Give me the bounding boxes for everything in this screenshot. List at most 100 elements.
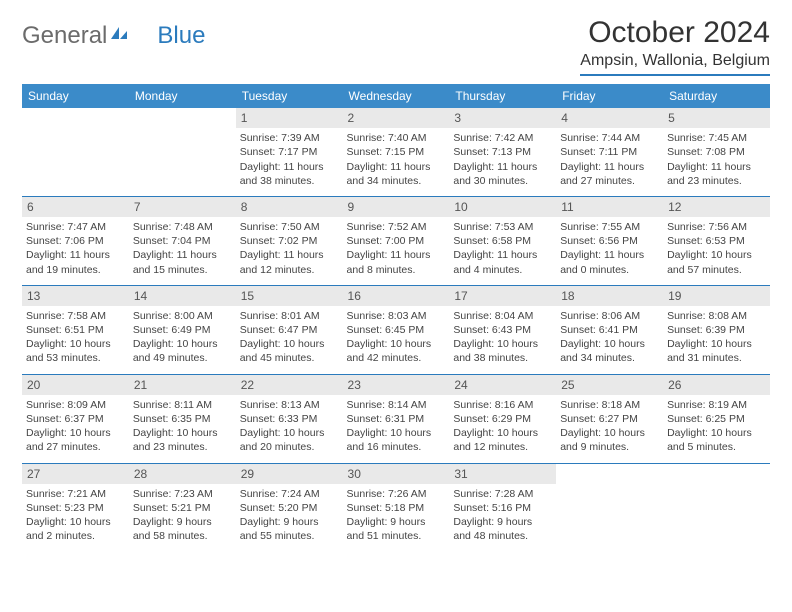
sunrise-text: Sunrise: 8:01 AM bbox=[240, 309, 339, 323]
daylight-text: and 9 minutes. bbox=[560, 440, 659, 454]
calendar-day-cell: 8Sunrise: 7:50 AMSunset: 7:02 PMDaylight… bbox=[236, 196, 343, 285]
daylight-text: Daylight: 11 hours bbox=[347, 248, 446, 262]
day-number: 5 bbox=[663, 108, 770, 128]
calendar-day-cell: 30Sunrise: 7:26 AMSunset: 5:18 PMDayligh… bbox=[343, 463, 450, 551]
sunset-text: Sunset: 6:41 PM bbox=[560, 323, 659, 337]
sunset-text: Sunset: 5:18 PM bbox=[347, 501, 446, 515]
daylight-text: Daylight: 11 hours bbox=[560, 248, 659, 262]
title-block: October 2024 Ampsin, Wallonia, Belgium bbox=[580, 16, 770, 76]
daylight-text: Daylight: 10 hours bbox=[26, 426, 125, 440]
daylight-text: Daylight: 11 hours bbox=[240, 160, 339, 174]
sunset-text: Sunset: 6:45 PM bbox=[347, 323, 446, 337]
calendar-day-cell: 1Sunrise: 7:39 AMSunset: 7:17 PMDaylight… bbox=[236, 108, 343, 196]
day-number: 15 bbox=[236, 286, 343, 306]
sunset-text: Sunset: 7:17 PM bbox=[240, 145, 339, 159]
daylight-text: Daylight: 9 hours bbox=[453, 515, 552, 529]
day-number: 19 bbox=[663, 286, 770, 306]
sunrise-text: Sunrise: 7:45 AM bbox=[667, 131, 766, 145]
daylight-text: and 20 minutes. bbox=[240, 440, 339, 454]
calendar-day-cell: 23Sunrise: 8:14 AMSunset: 6:31 PMDayligh… bbox=[343, 374, 450, 463]
daylight-text: Daylight: 10 hours bbox=[560, 426, 659, 440]
calendar-day-cell: 16Sunrise: 8:03 AMSunset: 6:45 PMDayligh… bbox=[343, 285, 450, 374]
calendar-day-cell: 17Sunrise: 8:04 AMSunset: 6:43 PMDayligh… bbox=[449, 285, 556, 374]
daylight-text: and 38 minutes. bbox=[453, 351, 552, 365]
daylight-text: and 42 minutes. bbox=[347, 351, 446, 365]
sunset-text: Sunset: 6:58 PM bbox=[453, 234, 552, 248]
sunset-text: Sunset: 6:31 PM bbox=[347, 412, 446, 426]
calendar-day-cell: 4 Sunrise: 7:44 AMSunset: 7:11 PMDaylight… bbox=[556, 108, 663, 196]
weekday-header: Monday bbox=[129, 84, 236, 108]
daylight-text: and 55 minutes. bbox=[240, 529, 339, 543]
day-number: 30 bbox=[343, 464, 450, 484]
day-number: 4 bbox=[556, 108, 663, 128]
daylight-text: Daylight: 10 hours bbox=[347, 426, 446, 440]
daylight-text: and 30 minutes. bbox=[453, 174, 552, 188]
sunrise-text: Sunrise: 8:16 AM bbox=[453, 398, 552, 412]
sunrise-text: Sunrise: 7:40 AM bbox=[347, 131, 446, 145]
calendar-week-row: 20Sunrise: 8:09 AMSunset: 6:37 PMDayligh… bbox=[22, 374, 770, 463]
daylight-text: and 34 minutes. bbox=[560, 351, 659, 365]
sunset-text: Sunset: 6:25 PM bbox=[667, 412, 766, 426]
sunset-text: Sunset: 7:11 PM bbox=[560, 145, 659, 159]
sunset-text: Sunset: 6:56 PM bbox=[560, 234, 659, 248]
calendar-day-cell: 14Sunrise: 8:00 AMSunset: 6:49 PMDayligh… bbox=[129, 285, 236, 374]
daylight-text: Daylight: 11 hours bbox=[240, 248, 339, 262]
calendar-table: SundayMondayTuesdayWednesdayThursdayFrid… bbox=[22, 84, 770, 551]
daylight-text: Daylight: 11 hours bbox=[347, 160, 446, 174]
daylight-text: Daylight: 11 hours bbox=[133, 248, 232, 262]
day-number: 24 bbox=[449, 375, 556, 395]
day-number: 17 bbox=[449, 286, 556, 306]
weekday-header: Thursday bbox=[449, 84, 556, 108]
daylight-text: Daylight: 10 hours bbox=[240, 426, 339, 440]
day-number: 1 bbox=[236, 108, 343, 128]
daylight-text: Daylight: 10 hours bbox=[453, 337, 552, 351]
day-number: 16 bbox=[343, 286, 450, 306]
sunset-text: Sunset: 7:13 PM bbox=[453, 145, 552, 159]
calendar-body: 1Sunrise: 7:39 AMSunset: 7:17 PMDaylight… bbox=[22, 108, 770, 551]
daylight-text: and 5 minutes. bbox=[667, 440, 766, 454]
daylight-text: Daylight: 11 hours bbox=[667, 160, 766, 174]
calendar-empty-cell bbox=[663, 463, 770, 551]
daylight-text: and 58 minutes. bbox=[133, 529, 232, 543]
daylight-text: and 27 minutes. bbox=[26, 440, 125, 454]
sunrise-text: Sunrise: 7:44 AM bbox=[560, 131, 659, 145]
calendar-day-cell: 25Sunrise: 8:18 AMSunset: 6:27 PMDayligh… bbox=[556, 374, 663, 463]
logo-sail-icon bbox=[109, 20, 129, 48]
daylight-text: Daylight: 10 hours bbox=[133, 426, 232, 440]
location: Ampsin, Wallonia, Belgium bbox=[580, 52, 770, 69]
sunset-text: Sunset: 6:47 PM bbox=[240, 323, 339, 337]
daylight-text: and 49 minutes. bbox=[133, 351, 232, 365]
day-number: 7 bbox=[129, 197, 236, 217]
weekday-header: Tuesday bbox=[236, 84, 343, 108]
day-number: 31 bbox=[449, 464, 556, 484]
day-number: 20 bbox=[22, 375, 129, 395]
sunrise-text: Sunrise: 7:42 AM bbox=[453, 131, 552, 145]
sunrise-text: Sunrise: 7:58 AM bbox=[26, 309, 125, 323]
sunrise-text: Sunrise: 8:06 AM bbox=[560, 309, 659, 323]
month-title: October 2024 bbox=[580, 16, 770, 50]
calendar-empty-cell bbox=[556, 463, 663, 551]
day-number: 28 bbox=[129, 464, 236, 484]
daylight-text: and 53 minutes. bbox=[26, 351, 125, 365]
sunrise-text: Sunrise: 7:48 AM bbox=[133, 220, 232, 234]
daylight-text: and 38 minutes. bbox=[240, 174, 339, 188]
sunset-text: Sunset: 5:16 PM bbox=[453, 501, 552, 515]
sunrise-text: Sunrise: 8:19 AM bbox=[667, 398, 766, 412]
daylight-text: Daylight: 10 hours bbox=[26, 515, 125, 529]
day-number: 14 bbox=[129, 286, 236, 306]
daylight-text: Daylight: 10 hours bbox=[240, 337, 339, 351]
sunrise-text: Sunrise: 8:13 AM bbox=[240, 398, 339, 412]
sunset-text: Sunset: 7:02 PM bbox=[240, 234, 339, 248]
sunset-text: Sunset: 6:39 PM bbox=[667, 323, 766, 337]
sunrise-text: Sunrise: 8:08 AM bbox=[667, 309, 766, 323]
daylight-text: and 45 minutes. bbox=[240, 351, 339, 365]
daylight-text: Daylight: 11 hours bbox=[560, 160, 659, 174]
logo: General Blue bbox=[22, 16, 205, 50]
daylight-text: and 34 minutes. bbox=[347, 174, 446, 188]
sunset-text: Sunset: 6:35 PM bbox=[133, 412, 232, 426]
sunset-text: Sunset: 7:06 PM bbox=[26, 234, 125, 248]
day-number: 21 bbox=[129, 375, 236, 395]
calendar-day-cell: 22Sunrise: 8:13 AMSunset: 6:33 PMDayligh… bbox=[236, 374, 343, 463]
day-number: 27 bbox=[22, 464, 129, 484]
daylight-text: and 0 minutes. bbox=[560, 263, 659, 277]
